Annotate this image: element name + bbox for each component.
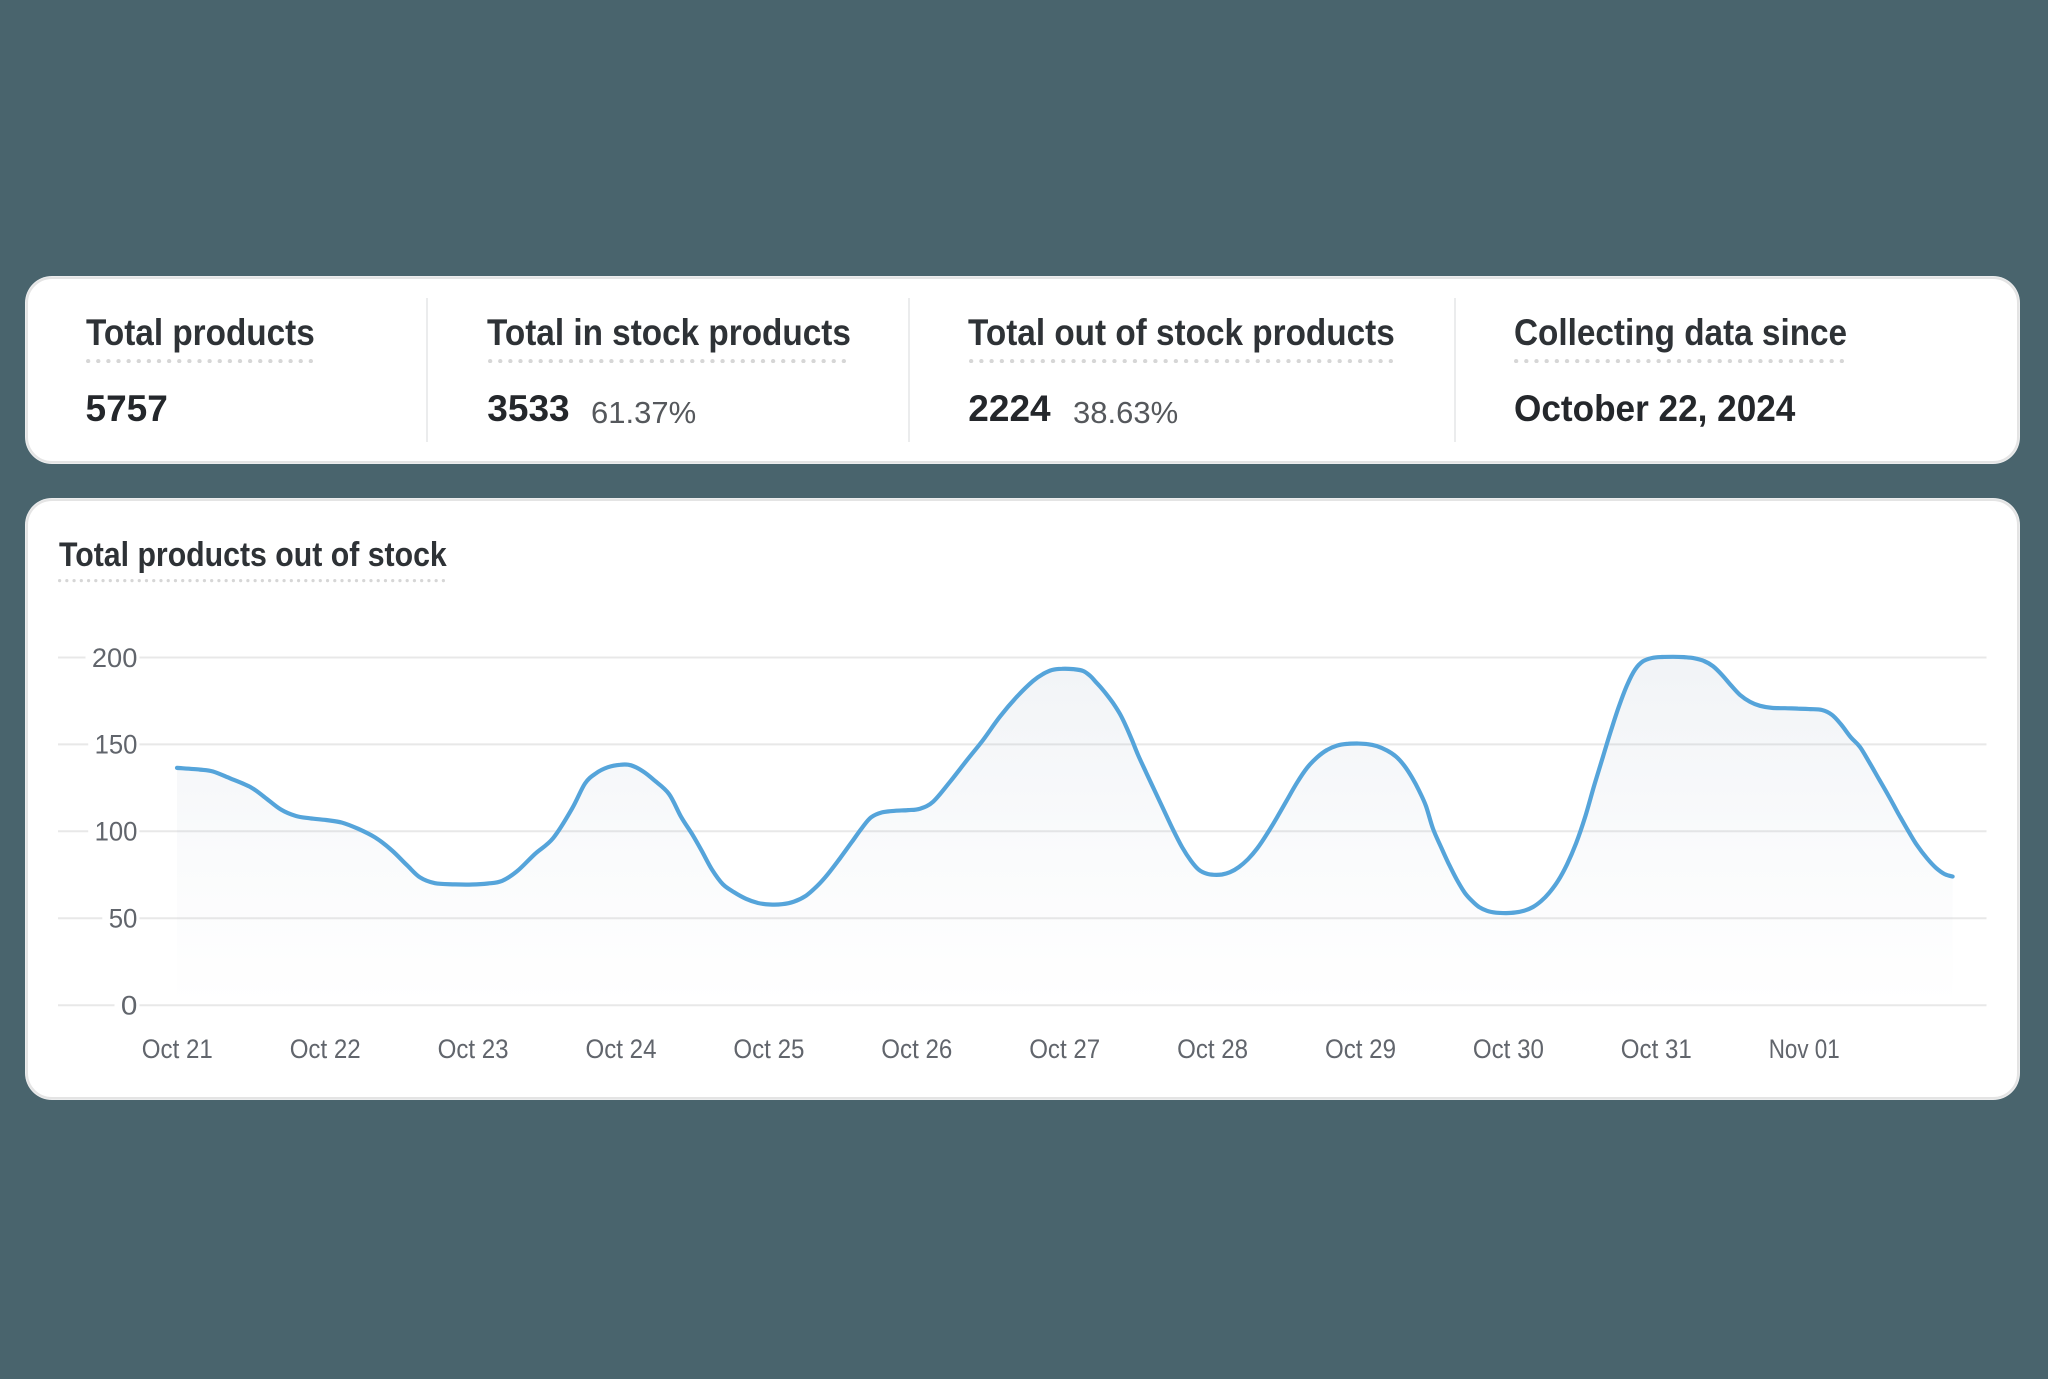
svg-text:Oct 27: Oct 27 [1029,1034,1100,1064]
svg-text:100: 100 [95,817,138,847]
svg-text:200: 200 [92,643,138,673]
svg-text:0: 0 [121,991,137,1021]
svg-text:Oct 21: Oct 21 [142,1034,213,1064]
svg-text:Oct 28: Oct 28 [1177,1034,1248,1064]
svg-text:Oct 31: Oct 31 [1621,1034,1692,1064]
svg-text:50: 50 [109,904,138,934]
svg-text:Oct 25: Oct 25 [733,1034,804,1064]
svg-text:Oct 26: Oct 26 [881,1034,952,1064]
svg-text:Oct 24: Oct 24 [586,1034,657,1064]
svg-text:Oct 29: Oct 29 [1325,1034,1396,1064]
svg-text:Oct 23: Oct 23 [438,1034,509,1064]
svg-text:Oct 30: Oct 30 [1473,1034,1544,1064]
svg-text:Nov 01: Nov 01 [1769,1034,1840,1064]
svg-text:150: 150 [95,730,138,760]
svg-text:Oct 22: Oct 22 [290,1034,361,1064]
